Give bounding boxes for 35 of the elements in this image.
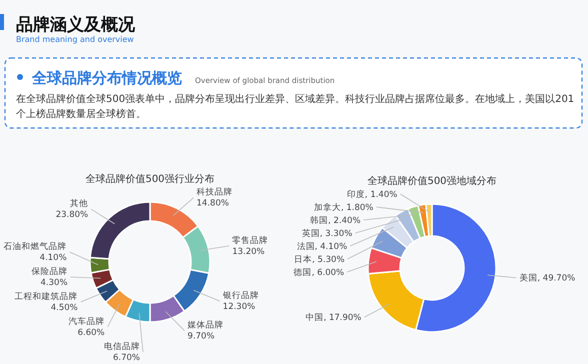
slice-label: 中国, 17.90%	[306, 312, 362, 324]
slice-label: 汽车品牌	[68, 316, 105, 327]
slice-label: 法国, 4.10%	[296, 241, 348, 252]
slice-label: 日本, 5.30%	[294, 254, 345, 265]
data-label: 4.50%	[50, 303, 78, 313]
data-label: 9.70%	[188, 332, 215, 342]
slice-label: 加拿大, 1.80%	[314, 202, 374, 213]
data-label: 13.20%	[232, 246, 265, 257]
text: 全球品牌分布情况概览	[31, 69, 182, 87]
data-label: 6.60%	[78, 328, 105, 338]
chart-title: 全球品牌价值500强行业分布	[85, 173, 215, 185]
slice-label: 石油和燃气品牌	[4, 241, 67, 252]
data-label: 6.70%	[112, 353, 140, 363]
slice-label: 科技品牌	[196, 186, 233, 198]
slice-label: 美国, 49.70%	[519, 272, 576, 284]
data-label: 23.80%	[56, 210, 88, 220]
text: 品牌涵义及概况	[16, 15, 136, 35]
text: 在全球品牌价值全球500强表单中，品牌分布呈现出行业差异、区域差异。科技行业品牌占据席位最多。在地域上，美国以201个上榜品牌数量居全球榜首。	[16, 92, 576, 122]
slice-label: 工程和建筑品牌	[14, 291, 78, 302]
data-label: 4.10%	[40, 253, 67, 263]
slice-label: 媒体品牌	[188, 320, 224, 331]
slice-label: 零售品牌	[232, 234, 268, 246]
slice-label: 印度, 1.40%	[346, 189, 398, 200]
slice-label: 英国, 3.30%	[302, 228, 352, 239]
slice-label: 其他	[70, 198, 88, 210]
data-label: 4.30%	[40, 278, 68, 288]
text: Brand meaning and overview	[16, 35, 134, 44]
slice-label: 保险品牌	[32, 266, 68, 277]
chart-title: 全球品牌价值500强地域分布	[367, 175, 497, 187]
slice-label: 银行品牌	[222, 290, 259, 302]
slice-label: 韩国, 2.40%	[310, 215, 361, 226]
slice-label: 德国, 6.00%	[294, 267, 344, 278]
data-label: 14.80%	[196, 198, 229, 209]
data-label: 12.30%	[222, 302, 256, 312]
slice-label: 电信品牌	[104, 341, 140, 352]
